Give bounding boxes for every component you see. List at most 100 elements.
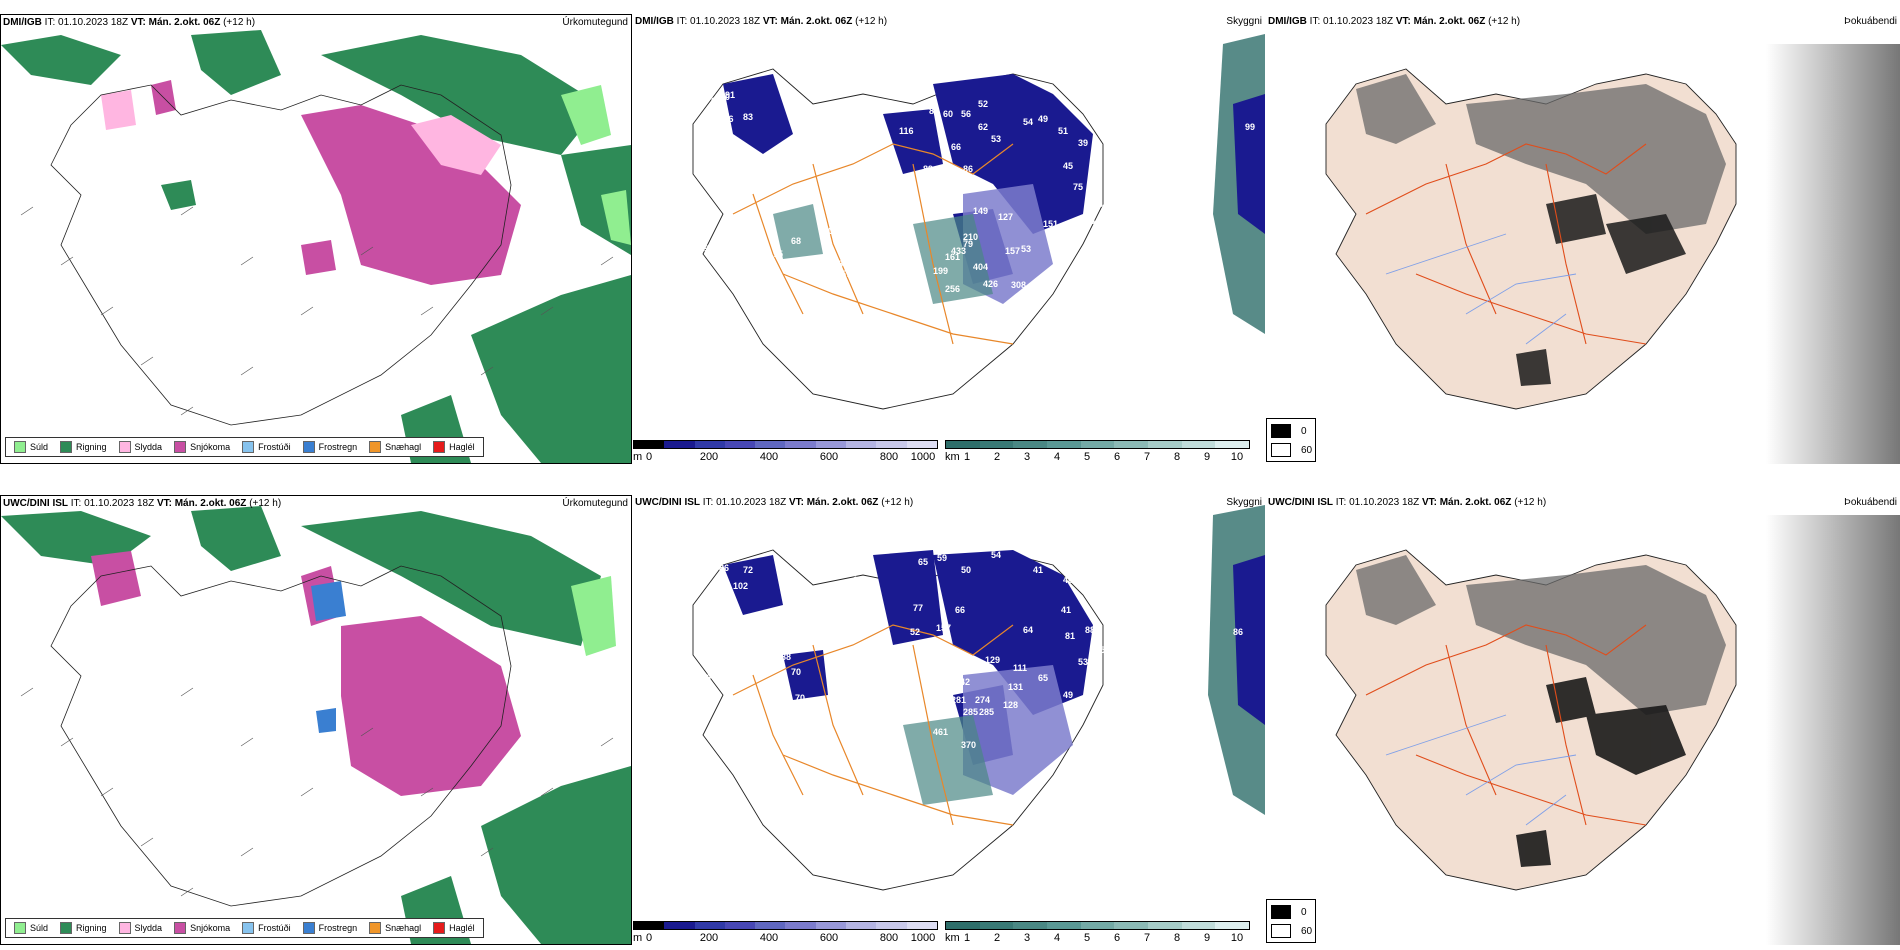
swatch <box>302 922 315 934</box>
vis-label: 35 <box>1085 216 1096 226</box>
cbar-swatch <box>846 441 877 448</box>
swatch <box>60 922 73 934</box>
precip-label: 121 <box>857 122 873 132</box>
cbar-swatch <box>724 441 756 448</box>
vis-label: 99 <box>1245 122 1256 132</box>
tick-label: 9 <box>1203 932 1211 944</box>
tick-label: 10 <box>1230 451 1244 463</box>
vis-label: 51 <box>1058 126 1069 136</box>
tick-label: 4 <box>1053 451 1061 463</box>
legend-item: Frostúði <box>242 922 291 934</box>
cbar-swatch <box>846 922 877 929</box>
vis-label: 59 <box>937 553 948 563</box>
precip-label: 69 <box>711 96 722 106</box>
legend-label: Frostregn <box>318 442 358 452</box>
tick-label: 2 <box>993 932 1001 944</box>
vis-label: 64 <box>1023 625 1034 635</box>
model-name: UWC/DINI ISL <box>1268 497 1333 508</box>
colorbar-unit: km <box>945 451 960 463</box>
cbar-swatch <box>634 922 665 929</box>
tick-label: 400 <box>759 932 779 944</box>
vis-label: 53 <box>1021 244 1032 254</box>
legend-label: 0 <box>1301 906 1307 918</box>
colorbar-unit: m <box>633 932 643 944</box>
cbar-swatch <box>1215 441 1250 448</box>
init-time: IT: 01.10.2023 18Z <box>68 498 157 509</box>
cbar-swatch <box>1047 441 1081 448</box>
precip-label: 88 <box>781 652 792 662</box>
visibility-map-1 <box>692 34 1265 410</box>
cbar-swatch <box>1013 441 1048 448</box>
legend-item: Rigning <box>60 922 107 934</box>
model-name: UWC/DINI ISL <box>3 498 68 509</box>
cbar-swatch <box>755 922 786 929</box>
vis-label: 53 <box>1078 657 1089 667</box>
cbar-swatch <box>1148 922 1182 929</box>
tick-label: 7 <box>1143 932 1151 944</box>
tick-label: 2 <box>993 451 1001 463</box>
cbar-swatch <box>979 441 1014 448</box>
vis-label: 131 <box>1008 682 1024 692</box>
height-colorbar: m 0 200 400 600 800 1000 <box>633 440 938 463</box>
cbar-swatch <box>1148 441 1182 448</box>
precip-label: 91 <box>725 90 736 100</box>
vis-label: 62 <box>938 166 949 176</box>
height-colorbar: m 0 200 400 600 800 1000 <box>633 921 938 944</box>
vis-label: 148 <box>925 677 941 687</box>
swatch <box>118 441 131 453</box>
tick-label: 6 <box>1113 932 1121 944</box>
cbar-swatch <box>1080 922 1115 929</box>
fog-legend-item: 0 <box>1271 905 1307 919</box>
tick-label: 200 <box>699 451 719 463</box>
colorbar-ticks: m 0 200 400 600 800 1000 <box>633 932 938 944</box>
precip-label: 86 <box>838 259 849 269</box>
vis-label: 77 <box>913 603 924 613</box>
fog-legend-item: 0 <box>1271 424 1307 438</box>
precip-label: 81 <box>839 671 850 681</box>
model-name: DMI/IGB <box>3 17 42 28</box>
swatch <box>1271 443 1291 457</box>
vis-label: 54 <box>1023 117 1034 127</box>
cbar-swatch <box>979 922 1014 929</box>
vis-label: 127 <box>998 212 1014 222</box>
vis-label: 54 <box>991 550 1002 560</box>
cbar-swatch <box>946 922 980 929</box>
colorbar-ticks: km 1 2 3 4 5 6 7 8 9 10 <box>945 932 1250 944</box>
tick-label: 800 <box>879 451 899 463</box>
colorbar-unit: m <box>633 451 643 463</box>
lead-time: (+12 h) <box>852 16 888 27</box>
fog-map-2 <box>1325 515 1900 945</box>
lead-time: (+12 h) <box>1511 497 1547 508</box>
tick-label: 6 <box>1113 451 1121 463</box>
vis-label: 274 <box>975 695 991 705</box>
panel-header: UWC/DINI ISL IT: 01.10.2023 18Z VT: Mán.… <box>635 497 913 508</box>
panel-header: DMI/IGB IT: 01.10.2023 18Z VT: Mán. 2.ok… <box>3 17 255 28</box>
precip-label: 59 <box>701 673 712 683</box>
visibility-colorbar: km 1 2 3 4 5 6 7 8 9 10 <box>945 921 1250 944</box>
vis-label: 41 <box>1033 565 1044 575</box>
vis-label: 75 <box>1073 182 1084 192</box>
precip-type-title: Úrkomutegund <box>562 498 628 509</box>
tick-label: 600 <box>819 451 839 463</box>
legend-label: Súld <box>30 442 49 452</box>
vis-label: 206 <box>931 707 947 717</box>
swatch <box>433 441 446 453</box>
precip-map-1 <box>1 30 631 463</box>
valid-time: VT: Mán. 2.okt. 06Z <box>1421 497 1512 508</box>
precip-label: 120 <box>839 615 855 625</box>
swatch <box>302 441 315 453</box>
vis-label: 60 <box>943 109 954 119</box>
vis-label: 210 <box>963 232 979 242</box>
legend-item: Slydda <box>118 441 162 453</box>
cbar-swatch <box>724 922 756 929</box>
swatch <box>242 441 255 453</box>
vis-label: 116 <box>899 126 914 136</box>
tick-label: 1 <box>963 451 971 463</box>
vis-label: 256 <box>945 284 961 294</box>
legend-item: Haglél <box>433 441 475 453</box>
swatch <box>174 922 187 934</box>
tick-label: 1000 <box>910 932 936 944</box>
precip-label: 71 <box>773 194 784 204</box>
tick-label: 5 <box>1083 451 1091 463</box>
precip-legend: Súld Rigning Slydda Snjókoma Frostúði Fr… <box>5 918 484 938</box>
